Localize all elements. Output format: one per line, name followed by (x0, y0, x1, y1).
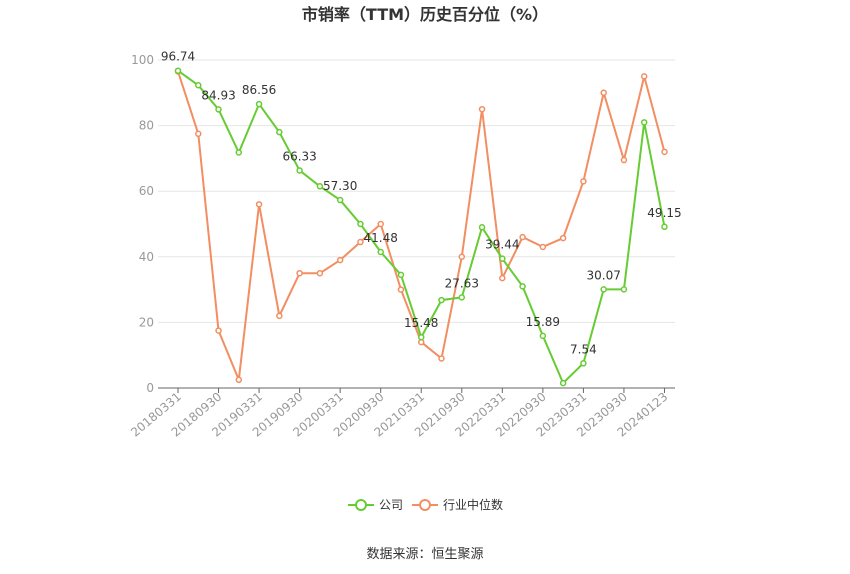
data-label: 41.48 (364, 231, 398, 245)
y-tick-label: 0 (146, 381, 154, 395)
y-tick-label: 20 (139, 315, 154, 329)
point-company[interactable] (580, 360, 587, 367)
data-label: 15.89 (526, 315, 560, 329)
legend-label-company: 公司 (379, 498, 403, 512)
point-industry[interactable] (600, 89, 607, 97)
point-industry[interactable] (580, 178, 587, 185)
legend-item-company[interactable]: 公司 (348, 498, 403, 512)
legend[interactable]: 公司 行业中位数 (348, 497, 503, 512)
point-company[interactable] (499, 255, 506, 262)
point-industry[interactable] (296, 269, 303, 277)
legend-marker-company (355, 499, 367, 511)
point-industry[interactable] (195, 130, 202, 138)
point-company[interactable] (417, 333, 425, 341)
point-company[interactable] (377, 248, 384, 256)
point-industry[interactable] (215, 327, 222, 334)
point-industry[interactable] (458, 253, 466, 261)
data-labels: 96.74 84.93 86.56 66.33 57.30 41.48 15.48 27.63… (161, 50, 682, 357)
data-label: 49.15 (647, 206, 681, 220)
point-company[interactable] (255, 100, 263, 108)
point-industry[interactable] (397, 286, 405, 293)
point-company[interactable] (357, 220, 364, 228)
point-industry[interactable] (235, 376, 243, 384)
data-label: 7.54 (570, 342, 597, 356)
x-axis: 2018033120180930201903312019093020200331… (128, 387, 675, 440)
point-industry[interactable] (499, 274, 506, 282)
legend-item-industry[interactable]: 行业中位数 (412, 497, 503, 512)
point-company[interactable] (174, 67, 182, 74)
data-label: 30.07 (586, 268, 620, 282)
point-company[interactable] (276, 128, 283, 136)
data-label: 57.30 (323, 179, 357, 193)
data-label: 15.48 (404, 316, 438, 330)
point-industry[interactable] (438, 355, 445, 362)
y-tick-label: 60 (139, 184, 154, 198)
point-industry[interactable] (377, 220, 384, 228)
chart-title: 市销率（TTM）历史百分位（%） (302, 5, 548, 24)
point-industry[interactable] (478, 105, 486, 113)
point-company[interactable] (235, 149, 243, 156)
point-company[interactable] (336, 196, 344, 204)
point-company[interactable] (661, 223, 668, 231)
data-label: 84.93 (201, 88, 235, 102)
y-tick-label: 40 (139, 250, 154, 264)
point-industry[interactable] (336, 256, 344, 264)
point-company[interactable] (640, 119, 648, 126)
point-industry[interactable] (539, 243, 547, 251)
point-industry[interactable] (661, 148, 668, 156)
point-company[interactable] (478, 224, 486, 231)
point-company[interactable] (519, 283, 526, 290)
series-layer (174, 67, 668, 387)
data-label: 27.63 (445, 276, 479, 290)
point-company[interactable] (458, 294, 466, 301)
point-company[interactable] (296, 167, 303, 174)
point-industry[interactable] (276, 312, 283, 320)
point-industry[interactable] (357, 238, 364, 246)
y-axis: 0 20 40 60 80 100 (131, 53, 154, 395)
data-label: 86.56 (242, 83, 276, 97)
point-company[interactable] (397, 271, 405, 279)
point-company[interactable] (559, 379, 567, 387)
data-label: 39.44 (485, 238, 519, 252)
point-industry[interactable] (519, 233, 526, 241)
y-tick-label: 80 (139, 119, 154, 133)
point-industry[interactable] (316, 269, 324, 277)
data-label: 96.74 (161, 50, 195, 64)
point-company[interactable] (620, 286, 628, 293)
point-company[interactable] (600, 286, 607, 293)
point-industry[interactable] (559, 234, 567, 242)
data-label: 66.33 (282, 149, 316, 163)
point-company[interactable] (195, 82, 202, 89)
point-company[interactable] (316, 183, 324, 190)
legend-label-industry: 行业中位数 (443, 497, 503, 512)
legend-marker-industry (419, 499, 431, 511)
grid (158, 59, 675, 323)
point-company[interactable] (539, 332, 547, 340)
point-industry[interactable] (255, 201, 263, 208)
point-company[interactable] (438, 296, 445, 304)
y-tick-label: 100 (131, 53, 154, 67)
data-source: 数据来源：恒生聚源 (366, 547, 483, 562)
point-industry[interactable] (620, 156, 628, 164)
point-company[interactable] (215, 106, 222, 113)
point-industry[interactable] (640, 73, 648, 80)
